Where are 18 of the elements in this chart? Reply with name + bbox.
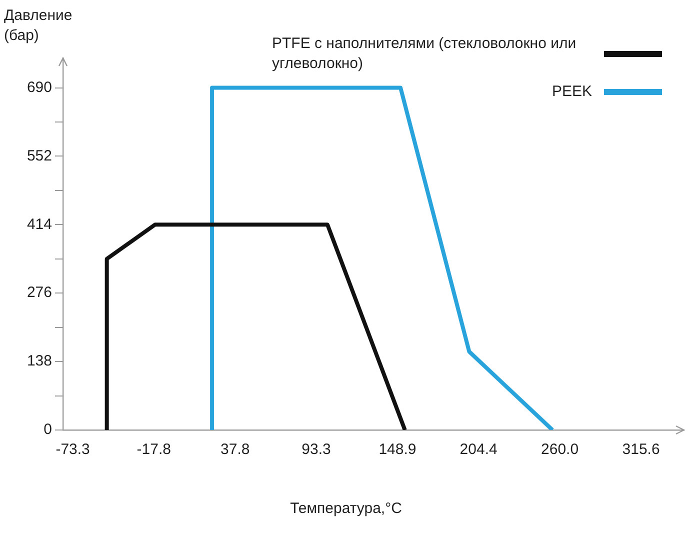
x-tick-label: 260.0	[541, 441, 579, 458]
x-tick-label: 148.9	[378, 441, 416, 458]
y-tick-label: 552	[26, 147, 52, 164]
y-tick-label: 414	[26, 216, 52, 233]
y-tick-label: 690	[26, 78, 52, 96]
x-tick-label: -73.3	[56, 441, 90, 458]
x-axis-title: Температура,°C	[289, 500, 403, 517]
y-axis-title: Давление (бар)	[4, 6, 74, 46]
x-tick-label: 315.6	[622, 441, 660, 458]
x-tick-label: 93.3	[302, 441, 331, 458]
y-tick-label: 276	[26, 284, 52, 302]
legend-label: PTFE с наполнителями (стекловолокно или углеволокно)	[272, 34, 578, 74]
x-tick-label: 37.8	[220, 441, 250, 458]
x-tick-label: 204.4	[460, 441, 498, 458]
legend-label: PEEK	[552, 82, 592, 102]
y-tick-label: 138	[26, 352, 52, 370]
y-tick-label: 0	[44, 421, 52, 438]
x-tick-label: -17.8	[136, 441, 171, 458]
